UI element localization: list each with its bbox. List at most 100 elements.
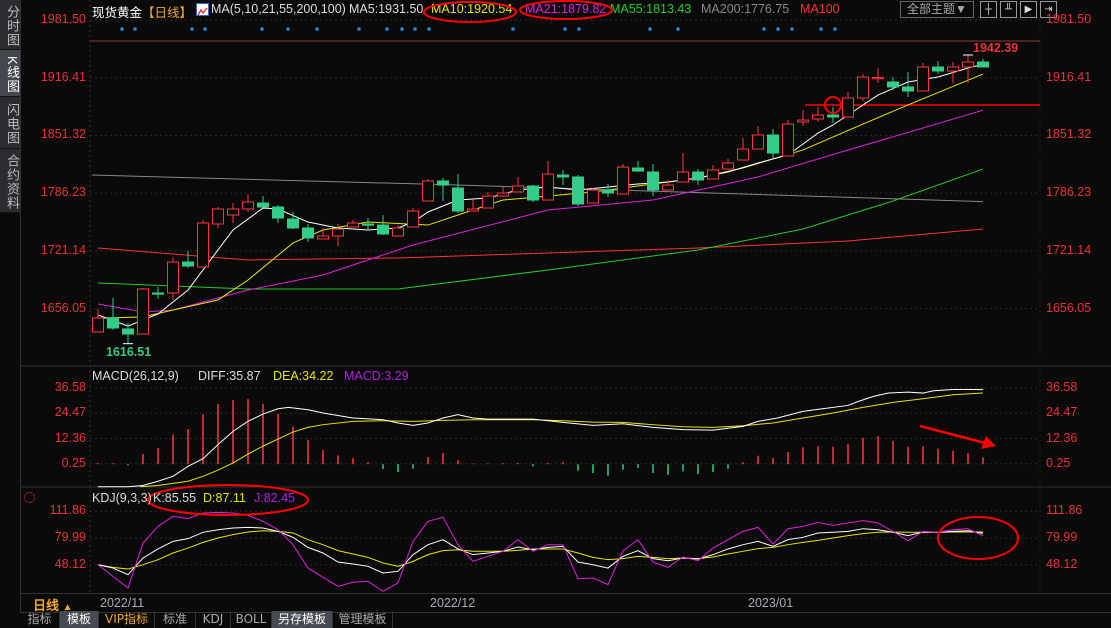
candle-up	[917, 66, 929, 92]
candle-up	[587, 189, 599, 204]
candle-down	[257, 202, 269, 208]
annotation-arrow	[919, 424, 986, 445]
kdj-tick-label: 48.12	[1046, 556, 1078, 571]
theme-dropdown[interactable]: 全部主题▼	[900, 1, 974, 18]
annotation-ellipse	[147, 484, 309, 516]
candle-down	[887, 81, 899, 88]
sidebar-tab-kline[interactable]: K线图	[0, 50, 20, 97]
candle-down	[572, 176, 584, 205]
indicator-settings-icon[interactable]	[24, 492, 35, 503]
candle-down	[377, 224, 389, 235]
kdj-d-line	[97, 530, 984, 570]
crosshair-icon[interactable]: ┼	[980, 1, 997, 18]
annotation-ellipse	[423, 1, 517, 23]
candle-down	[362, 223, 374, 226]
tab-standard[interactable]: 标准	[155, 611, 196, 628]
high-price-label: 1942.39	[973, 41, 1019, 55]
instrument-name: 现货黄金	[92, 6, 143, 20]
annotation-ellipse	[937, 516, 1019, 560]
date-label: 2022/12	[430, 596, 476, 610]
event-marker-dot	[190, 27, 194, 31]
candle-down	[152, 292, 164, 295]
candle-up	[797, 119, 809, 123]
period-label: 【日线】	[142, 6, 193, 20]
candle-up	[812, 114, 824, 120]
kdj-j-line	[97, 511, 984, 592]
event-marker-dot	[833, 27, 837, 31]
candle-up	[392, 227, 404, 237]
candle-up	[872, 77, 884, 80]
kdj-tick-label: 111.86	[1046, 503, 1083, 518]
candle-down	[437, 180, 449, 186]
annotation-arrowhead	[981, 436, 996, 449]
ma200-value: MA200:1776.75	[701, 2, 790, 16]
candle-up	[662, 184, 674, 191]
ma5-value: MA5:1931.50	[349, 2, 424, 16]
sidebar-tab-time-chart[interactable]: 分时图	[0, 0, 20, 50]
tab-save-template[interactable]: 另存模板	[272, 611, 333, 628]
candle-up	[737, 148, 749, 161]
candle-down	[107, 317, 119, 329]
diff-line	[98, 389, 984, 488]
event-marker-dot	[133, 27, 137, 31]
candle-up	[857, 76, 869, 99]
ma21-line	[97, 109, 984, 313]
kdj-title: KDJ(9,3,3)	[92, 491, 152, 505]
kdj-k-line	[97, 526, 984, 576]
event-marker-dot	[819, 27, 823, 31]
event-marker-dot	[648, 27, 652, 31]
price-tick-label: 1916.41	[40, 69, 86, 84]
candle-down	[302, 227, 314, 239]
price-tick-label: 1981.50	[1046, 12, 1092, 26]
macd-diff-value: DIFF:35.87	[198, 369, 261, 383]
candle-up	[842, 97, 854, 118]
sidebar-tab-contract-info[interactable]: 合约资料	[0, 149, 20, 213]
tab-template[interactable]: 模板	[60, 611, 99, 628]
ma100-value: MA100	[800, 2, 840, 16]
price-tick-label: 1851.32	[1046, 127, 1092, 142]
tab-manage-template[interactable]: 管理模板	[333, 611, 393, 628]
event-marker-dot	[511, 27, 515, 31]
price-tick-label: 1851.32	[40, 127, 86, 142]
candle-up	[497, 192, 509, 197]
sidebar-tab-flash-chart[interactable]: 闪电图	[0, 97, 20, 149]
event-marker-dot	[790, 27, 794, 31]
candle-down	[527, 185, 539, 201]
candle-up	[542, 173, 554, 201]
ma10-value: MA10:1920.54	[431, 2, 513, 16]
annotation-ellipse	[519, 0, 613, 20]
exit-bar-icon[interactable]: ⇥	[1040, 1, 1057, 18]
price-tick-label: 1656.05	[1046, 300, 1092, 315]
candle-up	[197, 222, 209, 268]
period-selector[interactable]: 日线 ▲	[33, 595, 73, 614]
tab-indicator[interactable]: 指标	[20, 611, 60, 628]
event-marker-dot	[260, 27, 264, 31]
ma-chart-icon	[196, 3, 209, 16]
kdj-tick-label: 111.86	[49, 503, 86, 518]
candle-up	[242, 201, 254, 210]
tab-vip-indicator[interactable]: VIP指标	[99, 611, 155, 628]
tab-boll[interactable]: BOLL	[231, 611, 272, 628]
price-tick-label: 1786.23	[1046, 185, 1092, 200]
tab-kdj[interactable]: KDJ	[196, 611, 231, 628]
ma-params: MA(5,10,21,55,200,100)	[211, 2, 346, 16]
macd-tick-label: 36.58	[54, 380, 86, 395]
view-sidebar: 分时图 K线图 闪电图 合约资料	[0, 0, 21, 612]
macd-tick-label: 12.36	[54, 430, 86, 445]
bar-up-icon[interactable]: ╨	[1000, 1, 1017, 18]
kdj-tick-label: 79.99	[1046, 530, 1078, 544]
period-selector-label: 日线	[33, 598, 60, 613]
play-bar-icon[interactable]: ▶	[1020, 1, 1037, 18]
candle-up	[782, 123, 794, 157]
event-marker-dot	[120, 27, 124, 31]
candle-up	[722, 162, 734, 170]
candle-up	[512, 185, 524, 193]
candle-down	[602, 189, 614, 194]
candle-down	[452, 187, 464, 212]
candle-down	[272, 206, 284, 219]
macd-tick-label: 36.58	[1046, 380, 1078, 395]
ma55-value: MA55:1813.43	[610, 2, 692, 16]
candle-down	[632, 167, 644, 172]
candle-up	[212, 208, 224, 225]
